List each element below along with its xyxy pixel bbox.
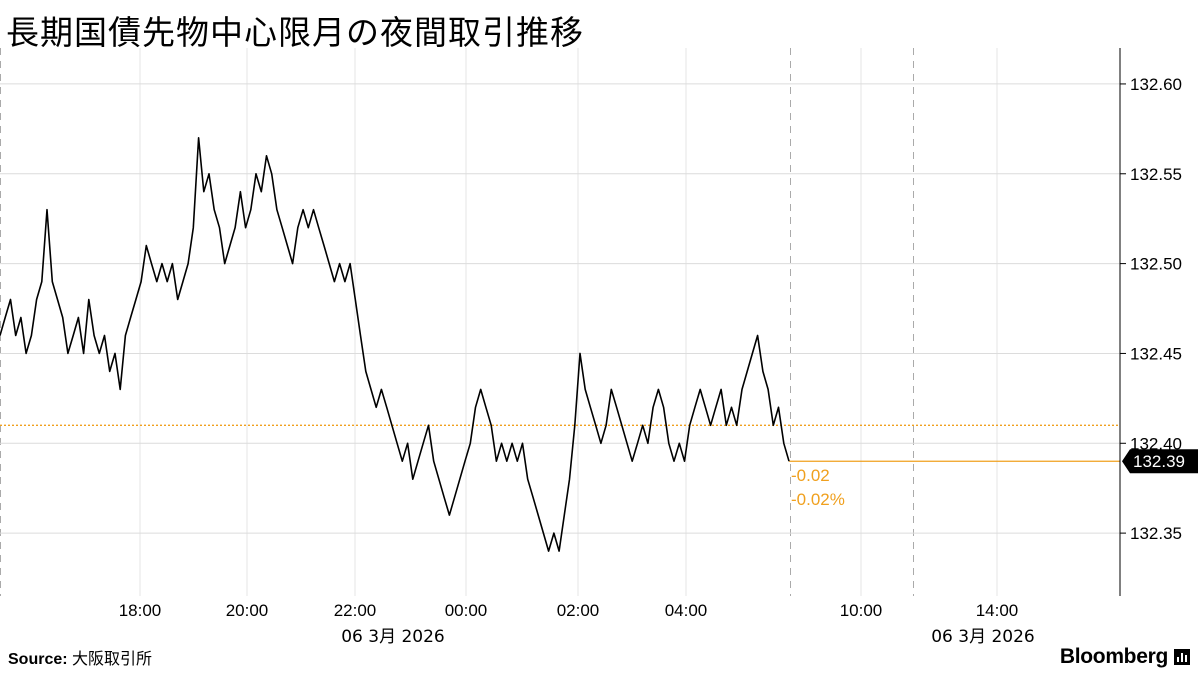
x-tick-label: 04:00 <box>665 601 708 620</box>
y-tick-label: 132.35 <box>1130 524 1182 543</box>
x-tick-label: 20:00 <box>226 601 269 620</box>
x-tick-label: 18:00 <box>119 601 162 620</box>
x-axis-ticks: 18:00 20:00 22:00 00:00 02:00 04:00 10:00 14:00 <box>119 601 1019 620</box>
source-label: Source: <box>8 651 68 668</box>
last-value-label: 132.39 <box>1133 452 1185 471</box>
x-tick-label: 02:00 <box>557 601 600 620</box>
horizontal-gridlines <box>0 83 1120 534</box>
page-title: 長期国債先物中心限月の夜間取引推移 <box>6 13 584 52</box>
x-date-label: 06 3月 2026 <box>931 627 1035 647</box>
x-axis-date-labels: 06 3月 2026 06 3月 2026 <box>341 627 1035 647</box>
x-date-label: 06 3月 2026 <box>341 627 445 647</box>
change-percent: -0.02% <box>791 490 845 509</box>
last-value-tag: 132.39 <box>1122 449 1198 474</box>
change-absolute: -0.02 <box>791 466 830 485</box>
x-tick-label: 00:00 <box>445 601 488 620</box>
x-tick-label: 14:00 <box>976 601 1019 620</box>
y-tick-label: 132.45 <box>1130 344 1182 363</box>
vertical-gridlines <box>0 48 998 596</box>
source-value: 大阪取引所 <box>72 651 153 668</box>
y-tick-label: 132.60 <box>1130 75 1182 94</box>
y-tick-label: 132.50 <box>1130 255 1182 274</box>
bar-chart-icon <box>1174 649 1190 665</box>
source-note: Source: 大阪取引所 <box>8 645 152 669</box>
y-axis-ticks: 132.35 132.40 132.45 132.50 132.55 132.60 <box>1120 75 1182 543</box>
x-tick-label: 10:00 <box>840 601 883 620</box>
brand-logo-text: Bloomberg <box>1059 645 1168 668</box>
series-line <box>0 137 790 552</box>
y-tick-label: 132.40 <box>1130 434 1182 453</box>
x-tick-label: 22:00 <box>334 601 377 620</box>
y-tick-label: 132.55 <box>1130 165 1182 184</box>
